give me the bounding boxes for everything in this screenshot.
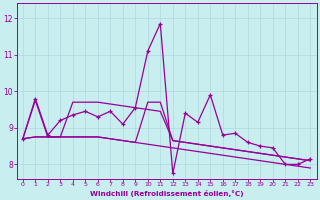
X-axis label: Windchill (Refroidissement éolien,°C): Windchill (Refroidissement éolien,°C) xyxy=(90,190,244,197)
